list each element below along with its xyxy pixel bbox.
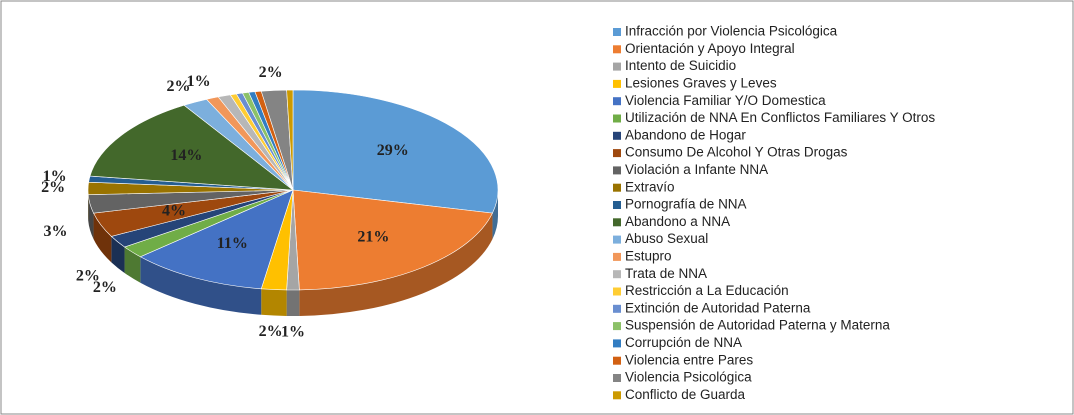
data-label: 11% xyxy=(217,235,248,252)
legend-label: Violencia Familiar Y/O Domestica xyxy=(625,93,826,108)
slice xyxy=(292,89,499,214)
legend-label: Abandono a NNA xyxy=(625,214,730,229)
legend-label: Consumo De Alcohol Y Otras Drogas xyxy=(625,145,848,160)
slice xyxy=(286,89,294,191)
legend-swatch xyxy=(613,252,621,261)
slice-side xyxy=(124,247,141,283)
data-label: 29% xyxy=(377,142,409,159)
legend-swatch xyxy=(613,356,621,365)
legend-label: Corrupción de NNA xyxy=(625,335,742,350)
slice-side xyxy=(88,194,94,240)
legend-label: Abandono de Hogar xyxy=(625,127,746,142)
slice-side xyxy=(93,213,112,263)
legend-label: Intento de Suicidio xyxy=(625,58,736,73)
legend-swatch xyxy=(613,201,621,209)
legend-swatch xyxy=(613,131,621,140)
legend-label: Infracción por Violencia Psicológica xyxy=(625,24,838,39)
legend-label: Violencia Psicológica xyxy=(625,370,752,385)
legend-swatch xyxy=(613,322,621,331)
data-label: 2% xyxy=(259,323,283,340)
legend-swatch xyxy=(613,374,621,382)
slice xyxy=(89,104,294,191)
legend-swatch xyxy=(613,270,621,279)
data-label: 14% xyxy=(170,147,202,164)
legend-swatch xyxy=(613,183,621,192)
legend-swatch xyxy=(613,235,621,244)
data-label: 2% xyxy=(259,64,283,81)
legend-swatch xyxy=(613,149,621,158)
legend-label: Violencia entre Pares xyxy=(625,352,753,367)
legend-label: Suspensión de Autoridad Paterna y Matern… xyxy=(625,318,890,333)
legend-swatch xyxy=(613,287,621,296)
slice-side xyxy=(286,289,300,317)
data-label: 1% xyxy=(43,168,67,185)
legend-swatch xyxy=(613,391,621,400)
legend-label: Extravío xyxy=(625,179,675,194)
legend-swatch xyxy=(613,97,621,106)
legend-swatch xyxy=(613,79,621,88)
legend-label: Extinción de Autoridad Paterna xyxy=(625,300,811,315)
legend-swatch xyxy=(613,45,621,54)
slice-side xyxy=(261,288,287,316)
slice-side xyxy=(111,236,125,274)
legend-label: Trata de NNA xyxy=(625,266,707,281)
legend-label: Violación a Infante NNA xyxy=(625,162,768,177)
data-label: 2% xyxy=(166,78,190,95)
legend-label: Abuso Sexual xyxy=(625,231,708,246)
legend-label: Restricción a La Educación xyxy=(625,283,789,298)
slice-side xyxy=(299,213,493,316)
legend-label: Pornografía de NNA xyxy=(625,197,747,212)
slice xyxy=(139,189,294,290)
legend-swatch xyxy=(613,114,621,123)
legend-swatch xyxy=(613,28,621,36)
data-label: 2% xyxy=(76,267,100,284)
data-label: 4% xyxy=(162,202,186,219)
data-label: 21% xyxy=(357,229,389,246)
legend-label: Conflicto de Guarda xyxy=(625,387,746,402)
legend-label: Lesiones Graves y Leves xyxy=(625,75,777,90)
data-label: 3% xyxy=(43,223,67,240)
data-label: 1% xyxy=(281,324,305,341)
legend-swatch xyxy=(613,339,621,348)
legend-swatch xyxy=(613,304,621,313)
legend-label: Estupro xyxy=(625,248,672,263)
legend-label: Orientación y Apoyo Integral xyxy=(625,41,795,56)
legend-swatch xyxy=(613,166,621,175)
legend-swatch xyxy=(613,62,621,71)
slice-side xyxy=(140,256,262,315)
data-label: 1% xyxy=(187,73,211,90)
data-label: 2% xyxy=(93,279,117,296)
data-label: 2% xyxy=(41,179,65,196)
legend-label: Utilización de NNA En Conflictos Familia… xyxy=(625,110,935,125)
slice xyxy=(292,189,493,291)
legend-swatch xyxy=(613,218,621,227)
